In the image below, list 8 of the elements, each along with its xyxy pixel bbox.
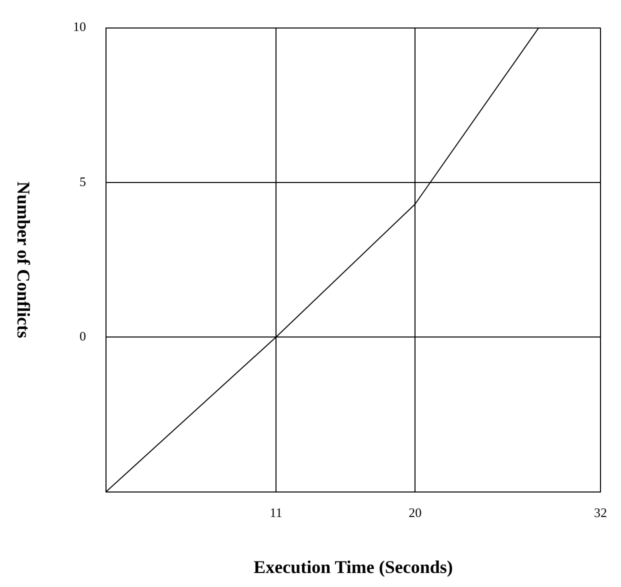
x-tick-label: 11 xyxy=(270,505,282,520)
x-tick-label: 32 xyxy=(594,505,607,520)
x-axis-title: Execution Time (Seconds) xyxy=(254,556,453,577)
y-tick-label: 5 xyxy=(80,174,86,189)
x-tick-label: 20 xyxy=(408,505,422,520)
y-axis-title: Number of Conflicts xyxy=(13,181,34,338)
y-tick-label: 10 xyxy=(73,19,86,34)
y-tick-label: 0 xyxy=(80,328,86,344)
